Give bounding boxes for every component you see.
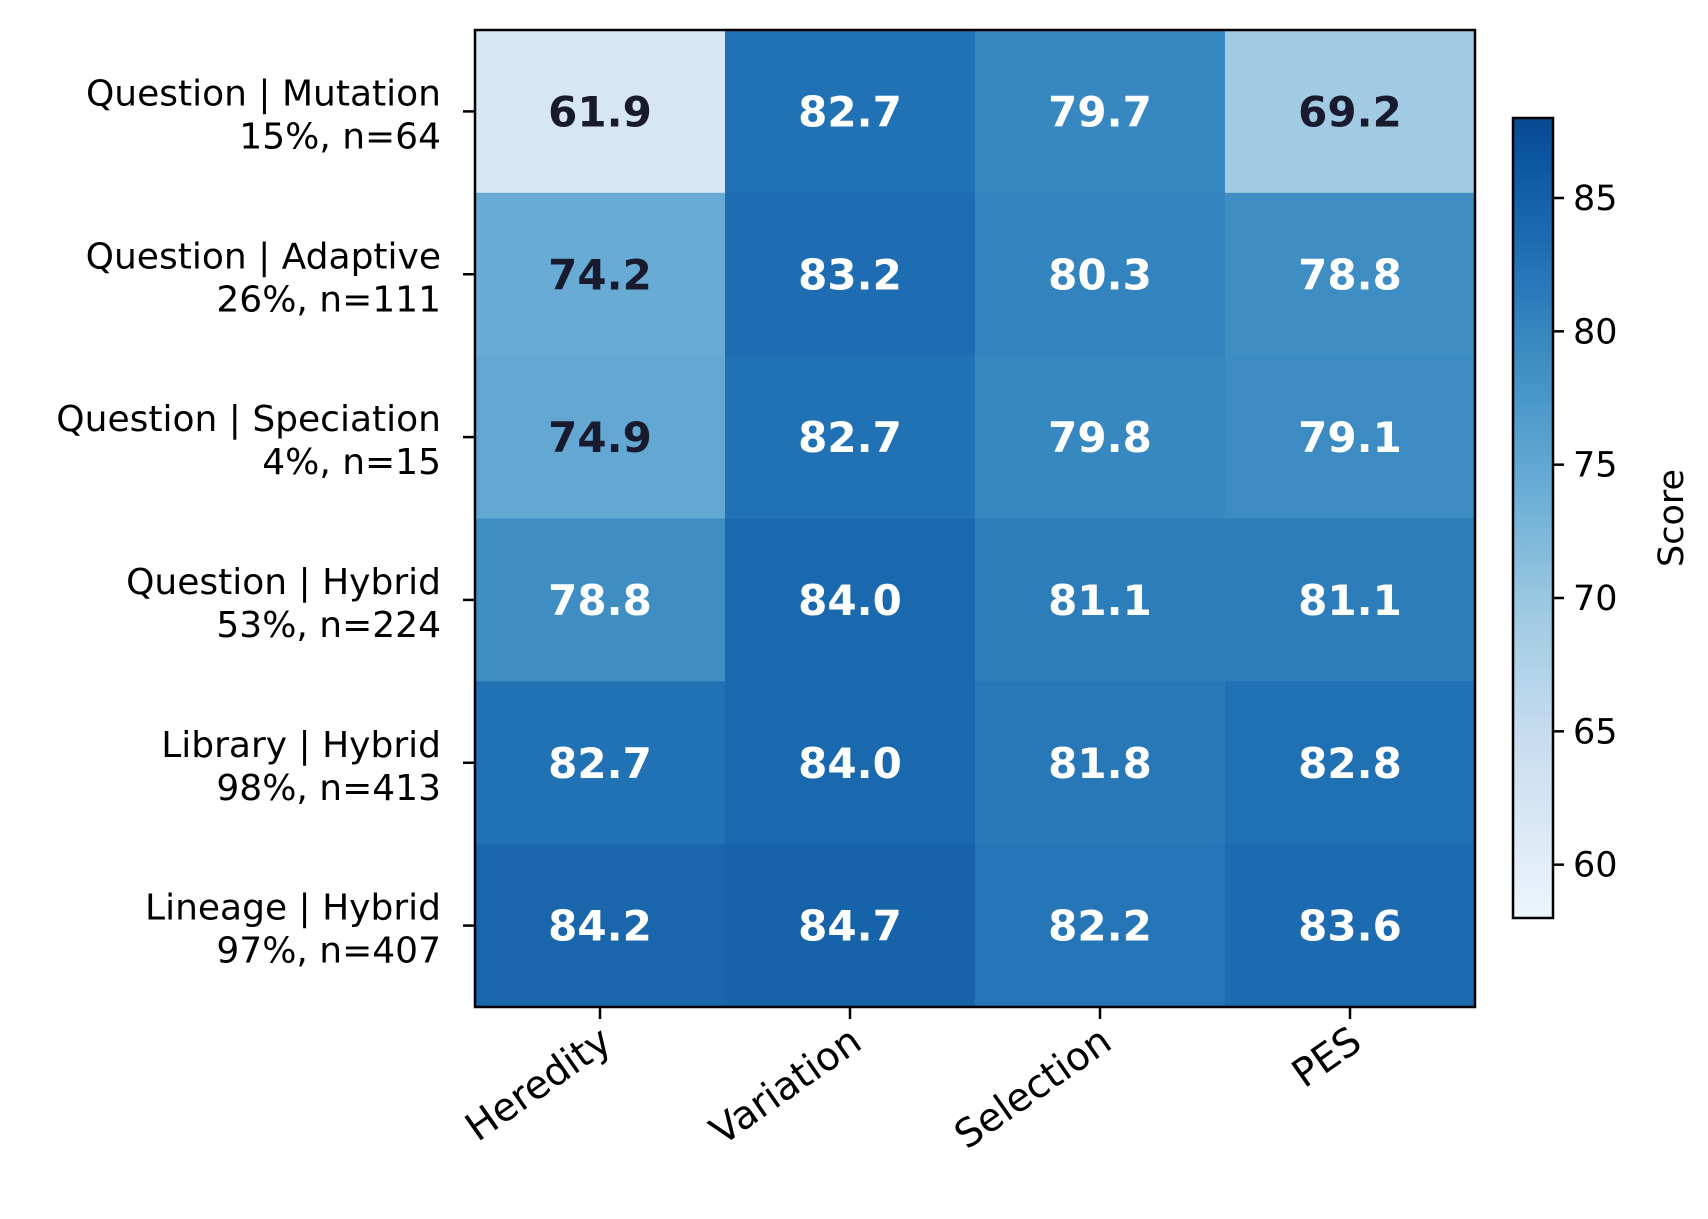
- colorbar-tick-label: 80: [1573, 312, 1618, 352]
- heatmap-cell: [725, 355, 976, 520]
- heatmap-cell: [975, 518, 1226, 682]
- heatmap-cell: [475, 844, 726, 1008]
- heatmap-cell: [1225, 30, 1476, 194]
- cell-value-label: 83.2: [798, 250, 902, 299]
- cell-value-label: 82.7: [798, 87, 902, 136]
- heatmap-cell: [475, 681, 726, 845]
- colorbar: 60 65 70 75 80 85 Score: [1511, 116, 1692, 920]
- heatmap-cell: [725, 30, 976, 194]
- column-label: Selection: [947, 1018, 1120, 1158]
- heatmap-cell: [1225, 192, 1476, 357]
- cell-value-label: 82.7: [548, 739, 652, 788]
- heatmap-cell: [1225, 355, 1476, 520]
- row-sublabel: 4%, n=15: [262, 442, 441, 483]
- heatmap-cell: [1225, 681, 1476, 845]
- row-sublabel: 53%, n=224: [216, 605, 441, 646]
- heatmap-cell: [475, 192, 726, 357]
- cell-value-label: 80.3: [1048, 250, 1152, 299]
- heatmap-cell: [975, 355, 1226, 520]
- heatmap-cell: [475, 518, 726, 682]
- cell-value-label: 84.7: [798, 902, 902, 951]
- cell-value-label: 81.1: [1298, 576, 1402, 625]
- colorbar-label: Score: [1652, 469, 1692, 567]
- heatmap-cell: [725, 681, 976, 845]
- heatmap-cell: [475, 355, 726, 520]
- cell-value-label: 82.7: [798, 413, 902, 462]
- heatmap-cell: [975, 681, 1226, 845]
- cell-value-label: 79.8: [1048, 413, 1152, 462]
- cell-value-label: 83.6: [1298, 902, 1402, 951]
- heatmap-cells: 61.9 82.7 79.7 69.2 74.2 83.2 80.3 78.8 74.9 82.7…: [475, 30, 1476, 1008]
- cell-value-label: 82.8: [1298, 739, 1402, 788]
- colorbar-tick-label: 75: [1573, 446, 1618, 486]
- row-sublabel: 98%, n=413: [216, 768, 441, 809]
- cell-value-label: 69.2: [1298, 87, 1402, 136]
- colorbar-gradient: [1511, 116, 1555, 920]
- cell-value-label: 79.1: [1298, 413, 1402, 462]
- row-label: Question | Adaptive: [86, 236, 441, 277]
- cell-value-label: 84.2: [548, 902, 652, 951]
- cell-value-label: 74.9: [548, 413, 652, 462]
- colorbar-tick-label: 60: [1573, 846, 1618, 886]
- row-sublabel: 97%, n=407: [216, 931, 441, 972]
- row-sublabel: 26%, n=111: [216, 279, 441, 320]
- cell-value-label: 78.8: [548, 576, 652, 625]
- colorbar-tick-label: 85: [1573, 179, 1618, 219]
- row-label: Library | Hybrid: [161, 725, 441, 766]
- cell-value-label: 81.8: [1048, 739, 1152, 788]
- heatmap-cell: [725, 518, 976, 682]
- cell-value-label: 78.8: [1298, 250, 1402, 299]
- heatmap-cell: [975, 192, 1226, 357]
- column-label: PES: [1284, 1018, 1370, 1097]
- column-labels: Heredity Variation Selection PES: [458, 1007, 1370, 1158]
- colorbar-tick-label: 65: [1573, 712, 1618, 752]
- row-label: Question | Speciation: [56, 399, 441, 440]
- column-label: Heredity: [458, 1018, 620, 1150]
- cell-value-label: 82.2: [1048, 902, 1152, 951]
- heatmap-cell: [975, 844, 1226, 1008]
- cell-value-label: 81.1: [1048, 576, 1152, 625]
- cell-value-label: 74.2: [548, 250, 652, 299]
- column-label: Variation: [702, 1018, 870, 1154]
- plot-frame: [473, 28, 1477, 1009]
- heatmap-cell: [1225, 518, 1476, 682]
- heatmap-cell: [975, 30, 1226, 194]
- heatmap-cell: [725, 844, 976, 1008]
- row-sublabel: 15%, n=64: [239, 116, 441, 157]
- row-label: Question | Hybrid: [126, 562, 441, 603]
- heatmap-cell: [475, 30, 726, 194]
- cell-value-label: 61.9: [548, 87, 652, 136]
- row-label: Question | Mutation: [86, 73, 441, 114]
- cell-value-label: 84.0: [798, 576, 902, 625]
- row-label: Lineage | Hybrid: [145, 888, 441, 929]
- heatmap-cell: [1225, 844, 1476, 1008]
- cell-value-label: 79.7: [1048, 87, 1152, 136]
- cell-value-label: 84.0: [798, 739, 902, 788]
- colorbar-tick-label: 70: [1573, 579, 1618, 619]
- heatmap-cell: [725, 192, 976, 357]
